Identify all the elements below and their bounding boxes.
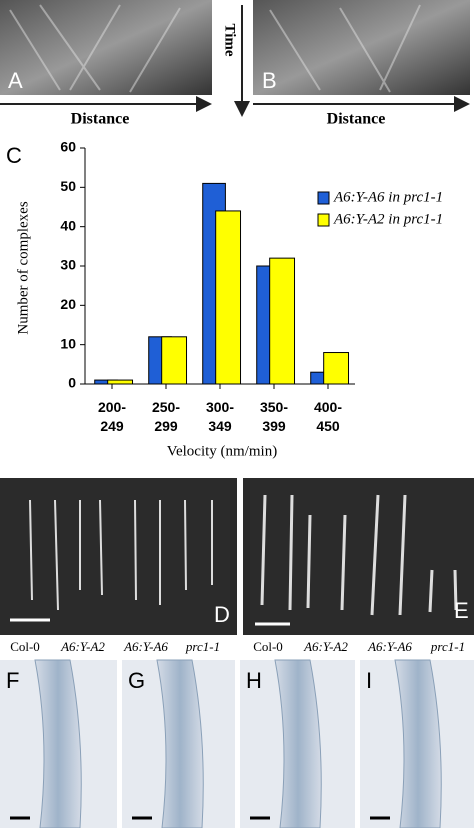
kymograph-tracks [269,4,421,93]
genotype-label: A6:Y-A6 [123,639,168,654]
genotype-label: A6:Y-A2 [303,639,348,654]
kymograph-tracks [9,4,181,93]
x-tick-label: 400-450 [314,399,342,434]
seedling-image [0,478,237,635]
panel-label: C [6,143,22,168]
legend-label: A6:Y-A6 in prc1-1 [333,189,443,205]
panel-label: D [214,602,230,627]
x-tick-label: 350-399 [260,399,288,434]
kymograph-image [253,0,470,95]
panel-label: I [366,668,372,693]
y-tick-label: 40 [60,217,76,233]
axis-label: Distance [71,111,130,128]
root [34,659,82,828]
seedlings [29,499,213,611]
panel-label: H [246,668,262,693]
y-tick-label: 20 [60,296,76,312]
panel-label: E [454,598,469,623]
bar [269,257,296,385]
y-tick-label: 10 [60,335,76,351]
bar [107,379,134,385]
legend-swatch [317,191,330,205]
genotype-label: A6:Y-A2 [60,639,105,654]
root-panels: F G H I [0,659,474,828]
y-tick-label: 30 [60,257,76,273]
legend-swatch [317,213,330,227]
panel-label: B [262,68,277,93]
chart: 0 10 20 30 40 50 60 200-249 250-299 300-349 350-39… [60,139,443,434]
y-axis-label: Number of complexes [15,201,31,334]
kymograph-image [0,0,212,95]
bar [323,352,350,385]
seedling-image [243,478,474,635]
genotype-label: prc1-1 [185,639,220,654]
x-tick-label: 300-349 [206,399,234,434]
root [394,659,442,828]
legend-label: A6:Y-A2 in prc1-1 [333,211,443,227]
axis-label: Distance [327,111,386,128]
panel-label: A [8,68,23,93]
genotype-label: prc1-1 [430,639,465,654]
genotype-label: A6:Y-A6 [367,639,412,654]
x-tick-label: 250-299 [152,399,180,434]
genotype-label: Col-0 [10,639,40,654]
genotype-label: Col-0 [253,639,283,654]
panel-label: F [6,668,19,693]
axis-label: Time [222,23,238,56]
y-tick-label: 50 [60,178,76,194]
bar [215,210,242,385]
x-tick-label: 200-249 [98,399,126,434]
y-tick-label: 0 [68,375,76,391]
y-tick-label: 60 [60,139,76,155]
x-axis-label: Velocity (nm/min) [167,443,277,459]
root [156,659,204,828]
panel-label: G [128,668,145,693]
root [274,659,322,828]
bar [161,336,188,385]
seedlings [260,494,458,616]
